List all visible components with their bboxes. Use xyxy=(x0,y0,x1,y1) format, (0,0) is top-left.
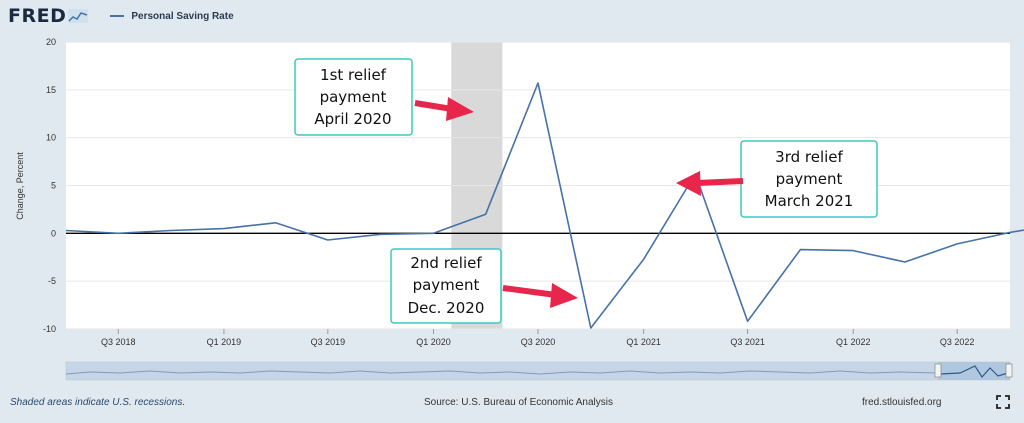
data-point[interactable] xyxy=(431,231,435,235)
x-tick-label: Q1 2022 xyxy=(836,337,871,347)
data-point[interactable] xyxy=(642,257,646,261)
annotation-line: payment xyxy=(776,170,843,188)
data-point[interactable] xyxy=(222,227,226,231)
x-tick-label: Q3 2018 xyxy=(101,337,136,347)
annotation-line: payment xyxy=(320,88,387,106)
data-point[interactable] xyxy=(589,326,593,330)
x-tick-label: Q1 2020 xyxy=(416,337,451,347)
fred-logo[interactable]: FRED xyxy=(8,5,67,27)
data-point[interactable] xyxy=(746,319,750,323)
y-tick-label: 5 xyxy=(51,181,56,191)
y-tick-label: -5 xyxy=(48,276,56,286)
range-navigator[interactable] xyxy=(65,361,1013,381)
data-point[interactable] xyxy=(326,238,330,242)
data-point[interactable] xyxy=(379,232,383,236)
annotation-box xyxy=(390,248,502,324)
recession-note: Shaded areas indicate U.S. recessions. xyxy=(10,397,186,408)
data-point[interactable] xyxy=(955,242,959,246)
data-point[interactable] xyxy=(851,249,855,253)
series-line xyxy=(65,82,1024,329)
y-axis-label: Change, Percent xyxy=(15,152,25,220)
arrow-icon xyxy=(676,171,744,196)
navigator-window[interactable] xyxy=(938,362,1010,380)
annotation-line: Dec. 2020 xyxy=(408,299,485,317)
x-tick-label: Q3 2019 xyxy=(311,337,346,347)
x-tick-label: Q1 2019 xyxy=(207,337,242,347)
source-text: Source: U.S. Bureau of Economic Analysis xyxy=(424,397,613,408)
y-tick-label: 10 xyxy=(46,133,56,143)
annotation-line: 2nd relief xyxy=(410,254,482,272)
data-point[interactable] xyxy=(903,260,907,264)
site-link[interactable]: fred.stlouisfed.org xyxy=(862,397,942,408)
footer: Shaded areas indicate U.S. recessions. S… xyxy=(0,392,1024,416)
navigator-right-handle[interactable] xyxy=(1005,363,1013,378)
annotation-line: 1st relief xyxy=(320,66,387,84)
data-point[interactable] xyxy=(274,221,278,225)
legend-label: Personal Saving Rate xyxy=(131,10,234,22)
y-tick-label: 20 xyxy=(46,37,56,47)
data-point[interactable] xyxy=(1008,230,1012,234)
annotation-2: 2nd relief payment Dec. 2020 xyxy=(390,248,578,324)
data-point[interactable] xyxy=(536,81,540,85)
x-tick-label: Q3 2020 xyxy=(521,337,556,347)
chart-svg: -10 -5 0 5 10 15 20 Q3 2018 Q1 2019 Q3 2019 Q1 202… xyxy=(15,37,1024,381)
annotation-3: 3rd relief payment March 2021 xyxy=(676,140,878,218)
data-point[interactable] xyxy=(484,212,488,216)
annotation-1: 1st relief payment April 2020 xyxy=(294,58,474,136)
y-tick-label: 0 xyxy=(51,228,56,238)
fullscreen-icon[interactable] xyxy=(996,395,1010,409)
legend-swatch xyxy=(110,15,125,17)
y-tick-label: 15 xyxy=(46,85,56,95)
arrow-icon xyxy=(414,97,474,121)
legend: Personal Saving Rate xyxy=(110,10,234,22)
x-tick-label: Q3 2022 xyxy=(940,337,975,347)
arrow-icon xyxy=(502,283,578,308)
logo-graph-icon xyxy=(68,9,89,23)
navigator-left-handle[interactable] xyxy=(934,363,942,378)
chart-header: FRED Personal Saving Rate xyxy=(8,4,608,28)
data-point[interactable] xyxy=(64,228,68,232)
annotation-line: April 2020 xyxy=(314,110,391,128)
navigator-window-series xyxy=(939,365,1009,378)
annotation-line: March 2021 xyxy=(765,192,854,210)
annotation-line: 3rd relief xyxy=(775,148,843,166)
annotation-box xyxy=(294,58,413,136)
annotation-line: payment xyxy=(413,276,480,294)
data-point[interactable] xyxy=(169,228,173,232)
navigator-series xyxy=(65,370,937,375)
data-point[interactable] xyxy=(116,231,120,235)
data-point[interactable] xyxy=(798,248,802,252)
x-tick-label: Q1 2021 xyxy=(626,337,661,347)
y-tick-label: -10 xyxy=(43,324,56,334)
x-tick-label: Q3 2021 xyxy=(730,337,765,347)
